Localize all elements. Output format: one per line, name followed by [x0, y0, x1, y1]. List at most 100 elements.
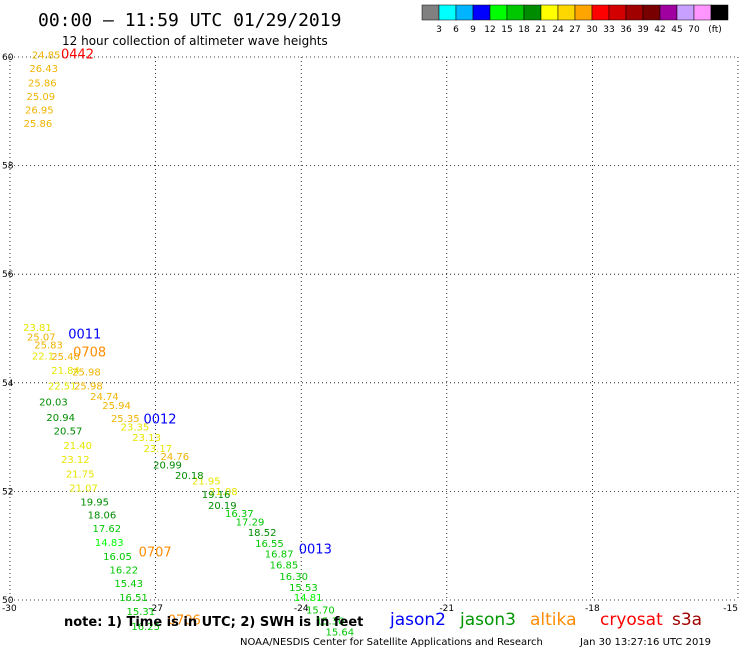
wave-height-label: 17.29 — [236, 518, 265, 529]
wave-height-label: 23.13 — [132, 433, 161, 444]
colorbar-swatch — [455, 4, 474, 21]
pass-time-label: 0011 — [68, 327, 101, 342]
pass-time-label: 0707 — [139, 546, 172, 561]
wave-height-label: 16.51 — [119, 593, 148, 604]
legend-s3a: s3a — [672, 610, 702, 630]
y-tick-label: 60 — [2, 53, 14, 63]
wave-height-label: 23.17 — [143, 444, 172, 455]
wave-height-label: 15.53 — [289, 583, 318, 594]
colorbar-swatch — [506, 4, 525, 21]
wave-height-label: 20.18 — [175, 471, 204, 482]
wave-height-label: 25.94 — [102, 401, 131, 412]
colorbar-label: 18 — [518, 25, 530, 35]
axis-tick-labels: -30 -27 -24 -21 -18 -15 50 52 54 56 58 60 — [2, 53, 738, 614]
y-tick-label: 58 — [2, 162, 14, 172]
wave-height-label: 20.99 — [153, 461, 182, 472]
colorbar-swatch — [693, 4, 712, 21]
x-tick-label: -21 — [439, 604, 454, 614]
wave-height-points: 24.85 26.43 25.86 25.09 26.95 25.86 23.8125.07… — [23, 51, 354, 639]
wave-height-label: 25.83 — [34, 341, 63, 352]
footer-credit: NOAA/NESDIS Center for Satellite Applica… — [240, 637, 543, 648]
wave-height-label: 22.51 — [48, 381, 77, 392]
legend-jason2: jason2 — [389, 610, 446, 630]
pass-time-labels: 0442 0011 0708 0012 0013 0707 0706 — [61, 48, 332, 629]
colorbar-label: 30 — [586, 25, 598, 35]
wave-height-label: 14.81 — [294, 593, 323, 604]
wave-height-label: 16.37 — [225, 509, 254, 520]
wave-height-label: 24.74 — [90, 392, 119, 403]
wave-height-label: 21.40 — [63, 441, 92, 452]
colorbar-label: 33 — [603, 25, 614, 35]
footer-note: note: 1) Time is in UTC; 2) SWH is in fe… — [64, 615, 363, 630]
colorbar-swatch — [557, 4, 576, 21]
pass-time-label: 0442 — [61, 48, 94, 63]
colorbar-label: (ft) — [708, 25, 722, 35]
wave-height-label: 25.40 — [51, 352, 80, 363]
legend-cryosat: cryosat — [600, 610, 663, 630]
x-tick-label: -18 — [585, 604, 600, 614]
colorbar-label: 12 — [484, 25, 495, 35]
wave-height-label: 18.52 — [248, 528, 277, 539]
wave-height-label: 20.57 — [54, 426, 83, 437]
wave-height-label: 15.70 — [306, 606, 335, 617]
colorbar-swatch — [472, 4, 491, 21]
wave-height-label: 25.35 — [111, 414, 140, 425]
legend-jason3: jason3 — [459, 610, 516, 630]
wave-height-label: 25.07 — [27, 332, 56, 343]
plot-frame — [9, 56, 739, 601]
colorbar-swatch — [574, 4, 593, 21]
wave-height-label: 16.55 — [255, 539, 284, 550]
pass-time-label: 0708 — [73, 346, 106, 361]
pass-time-label: 0012 — [143, 413, 176, 428]
colorbar-label: 45 — [671, 25, 682, 35]
wave-height-label: 23.81 — [23, 323, 52, 334]
wave-height-label: 19.16 — [202, 490, 231, 501]
x-tick-label: -30 — [2, 604, 17, 614]
wave-height-label: 15.31 — [126, 607, 155, 618]
wave-height-label: 19.95 — [80, 498, 109, 509]
y-tick-label: 52 — [2, 487, 13, 497]
wave-height-label: 21.08 — [209, 487, 238, 498]
colorbar-swatch — [523, 4, 542, 21]
wave-height-label: 16.85 — [270, 561, 299, 572]
wave-height-label: 21.75 — [66, 469, 95, 480]
colorbar-label: 9 — [470, 25, 476, 35]
wave-height-label: 14.83 — [95, 538, 124, 549]
colorbar-swatch — [642, 4, 661, 21]
wave-height-label: 16.87 — [265, 550, 294, 561]
wave-height-label: 25.86 — [28, 78, 57, 89]
colorbar-swatch — [438, 4, 457, 21]
wave-height-label: 26.43 — [29, 64, 58, 75]
wave-height-label: 21.95 — [192, 476, 221, 487]
wave-height-label: 16.05 — [103, 552, 132, 563]
wave-height-label: 15.43 — [114, 579, 143, 590]
colorbar-swatch — [676, 4, 695, 21]
wave-height-label: 18.06 — [88, 511, 117, 522]
wave-height-label: 17.62 — [93, 524, 122, 535]
colorbar-swatch — [489, 4, 508, 21]
wave-height-label: 25.98 — [72, 368, 101, 379]
colorbar-label: 15 — [501, 25, 512, 35]
satellite-legend: jason2 jason3 altika cryosat s3a — [389, 610, 702, 630]
colorbar-label: 39 — [637, 25, 649, 35]
wave-height-label: 20.03 — [39, 398, 68, 409]
wave-height-label: 16.30 — [279, 572, 308, 583]
y-tick-label: 50 — [2, 596, 14, 606]
wave-height-label: 15.30 — [316, 616, 345, 627]
wave-height-label: 25.86 — [24, 119, 53, 130]
colorbar-label: 70 — [688, 25, 700, 35]
wave-height-label: 26.95 — [25, 105, 54, 116]
x-tick-label: -15 — [723, 604, 738, 614]
colorbar-label: 21 — [535, 25, 546, 35]
grid-lines — [9, 56, 739, 601]
colorbar-label: 6 — [453, 25, 459, 35]
wave-height-label: 24.85 — [32, 51, 61, 62]
colorbar-swatch — [591, 4, 610, 21]
wave-height-label: 22.1 — [32, 351, 54, 362]
wave-height-label: 15.64 — [325, 627, 354, 638]
colorbar-swatch — [659, 4, 678, 21]
wave-height-label: 25.98 — [74, 381, 103, 392]
x-tick-label: -24 — [294, 604, 309, 614]
y-tick-label: 54 — [2, 379, 14, 389]
wave-height-label: 21.84 — [51, 366, 80, 377]
